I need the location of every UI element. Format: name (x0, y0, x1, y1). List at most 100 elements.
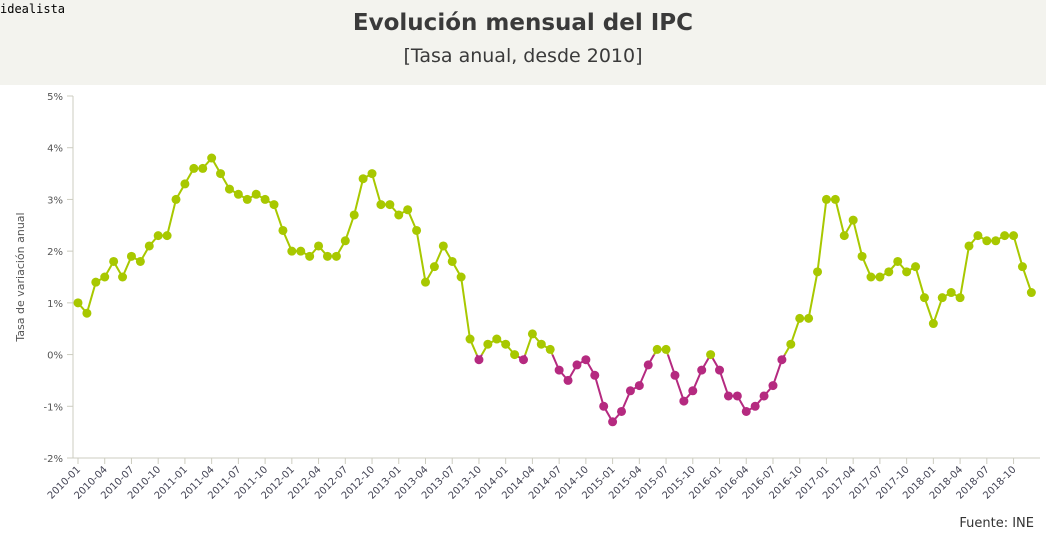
data-point (599, 401, 609, 411)
y-tick-label: -2% (44, 454, 63, 465)
data-point (358, 174, 368, 184)
data-point (233, 189, 243, 199)
data-point (893, 256, 903, 266)
data-point (144, 241, 154, 251)
data-point (697, 365, 707, 375)
data-point (821, 194, 831, 204)
data-point (625, 386, 635, 396)
data-point (456, 272, 466, 282)
data-point (180, 179, 190, 189)
data-point (465, 334, 475, 344)
data-point (777, 355, 787, 365)
data-point (73, 298, 83, 308)
data-point (946, 288, 956, 298)
data-point (875, 272, 885, 282)
data-point (848, 215, 858, 225)
data-point (1000, 231, 1010, 241)
data-point (314, 241, 324, 251)
data-point (519, 355, 528, 365)
data-point (839, 231, 849, 241)
data-point (501, 339, 511, 349)
data-point (118, 272, 128, 282)
data-point (652, 344, 662, 354)
y-tick-label: 5% (47, 92, 63, 103)
data-point (670, 370, 680, 380)
data-point (911, 262, 921, 272)
y-tick-label: 1% (47, 299, 63, 310)
chart-subtitle: [Tasa anual, desde 2010] (403, 45, 643, 67)
data-point (331, 251, 341, 261)
data-point (679, 396, 689, 406)
data-point (305, 251, 315, 261)
y-tick-label: 3% (47, 195, 63, 206)
data-point (795, 313, 805, 323)
data-point (420, 277, 430, 287)
data-point (706, 350, 716, 360)
data-point (135, 256, 145, 266)
data-point (964, 241, 974, 251)
data-point (804, 313, 814, 323)
brand-logo: idealista (0, 2, 66, 16)
data-point (634, 381, 644, 391)
data-point (527, 329, 537, 339)
data-point (536, 339, 546, 349)
data-point (723, 391, 733, 401)
data-point (394, 210, 404, 220)
y-tick-label: 0% (47, 351, 63, 362)
data-point (768, 381, 778, 391)
data-point (126, 251, 136, 261)
data-point (982, 236, 992, 246)
data-point (750, 401, 760, 411)
data-point (100, 272, 110, 282)
data-point (474, 355, 484, 365)
data-point (884, 267, 894, 277)
data-point (109, 256, 119, 266)
chart-title: Evolución mensual del IPC (352, 10, 694, 36)
data-point (429, 262, 439, 272)
data-point (82, 308, 92, 318)
data-point (581, 355, 591, 365)
y-tick-label: 2% (47, 247, 63, 258)
data-point (189, 163, 199, 173)
data-point (340, 236, 350, 246)
data-point (991, 236, 1001, 246)
data-point (510, 350, 520, 360)
data-point (688, 386, 698, 396)
data-point (554, 365, 564, 375)
data-point (483, 339, 493, 349)
data-point (617, 406, 627, 416)
data-point (715, 365, 725, 375)
data-point (438, 241, 448, 251)
data-point (216, 169, 226, 179)
data-point (830, 194, 840, 204)
data-point (162, 231, 172, 241)
data-point (287, 246, 297, 256)
data-point (1017, 262, 1027, 272)
data-point (545, 344, 555, 354)
data-point (1026, 288, 1036, 298)
data-point (376, 200, 386, 210)
data-point (349, 210, 359, 220)
data-point (563, 375, 573, 385)
source-note: Fuente: INE (959, 516, 1034, 531)
data-point (928, 319, 938, 329)
data-point (447, 256, 457, 266)
data-point (937, 293, 947, 303)
data-point (973, 231, 983, 241)
data-point (919, 293, 929, 303)
data-point (741, 406, 751, 416)
data-point (572, 360, 582, 370)
data-point (260, 194, 270, 204)
data-point (207, 153, 217, 163)
series-line-positive (77, 156, 1033, 355)
y-axis-label: Tasa de variación anual (14, 212, 27, 342)
data-point (608, 417, 618, 427)
data-point (902, 267, 912, 277)
data-point (643, 360, 653, 370)
data-point (269, 200, 279, 210)
y-tick-label: -1% (44, 402, 63, 413)
data-point (153, 231, 163, 241)
data-point (198, 163, 208, 173)
data-point (278, 225, 288, 235)
